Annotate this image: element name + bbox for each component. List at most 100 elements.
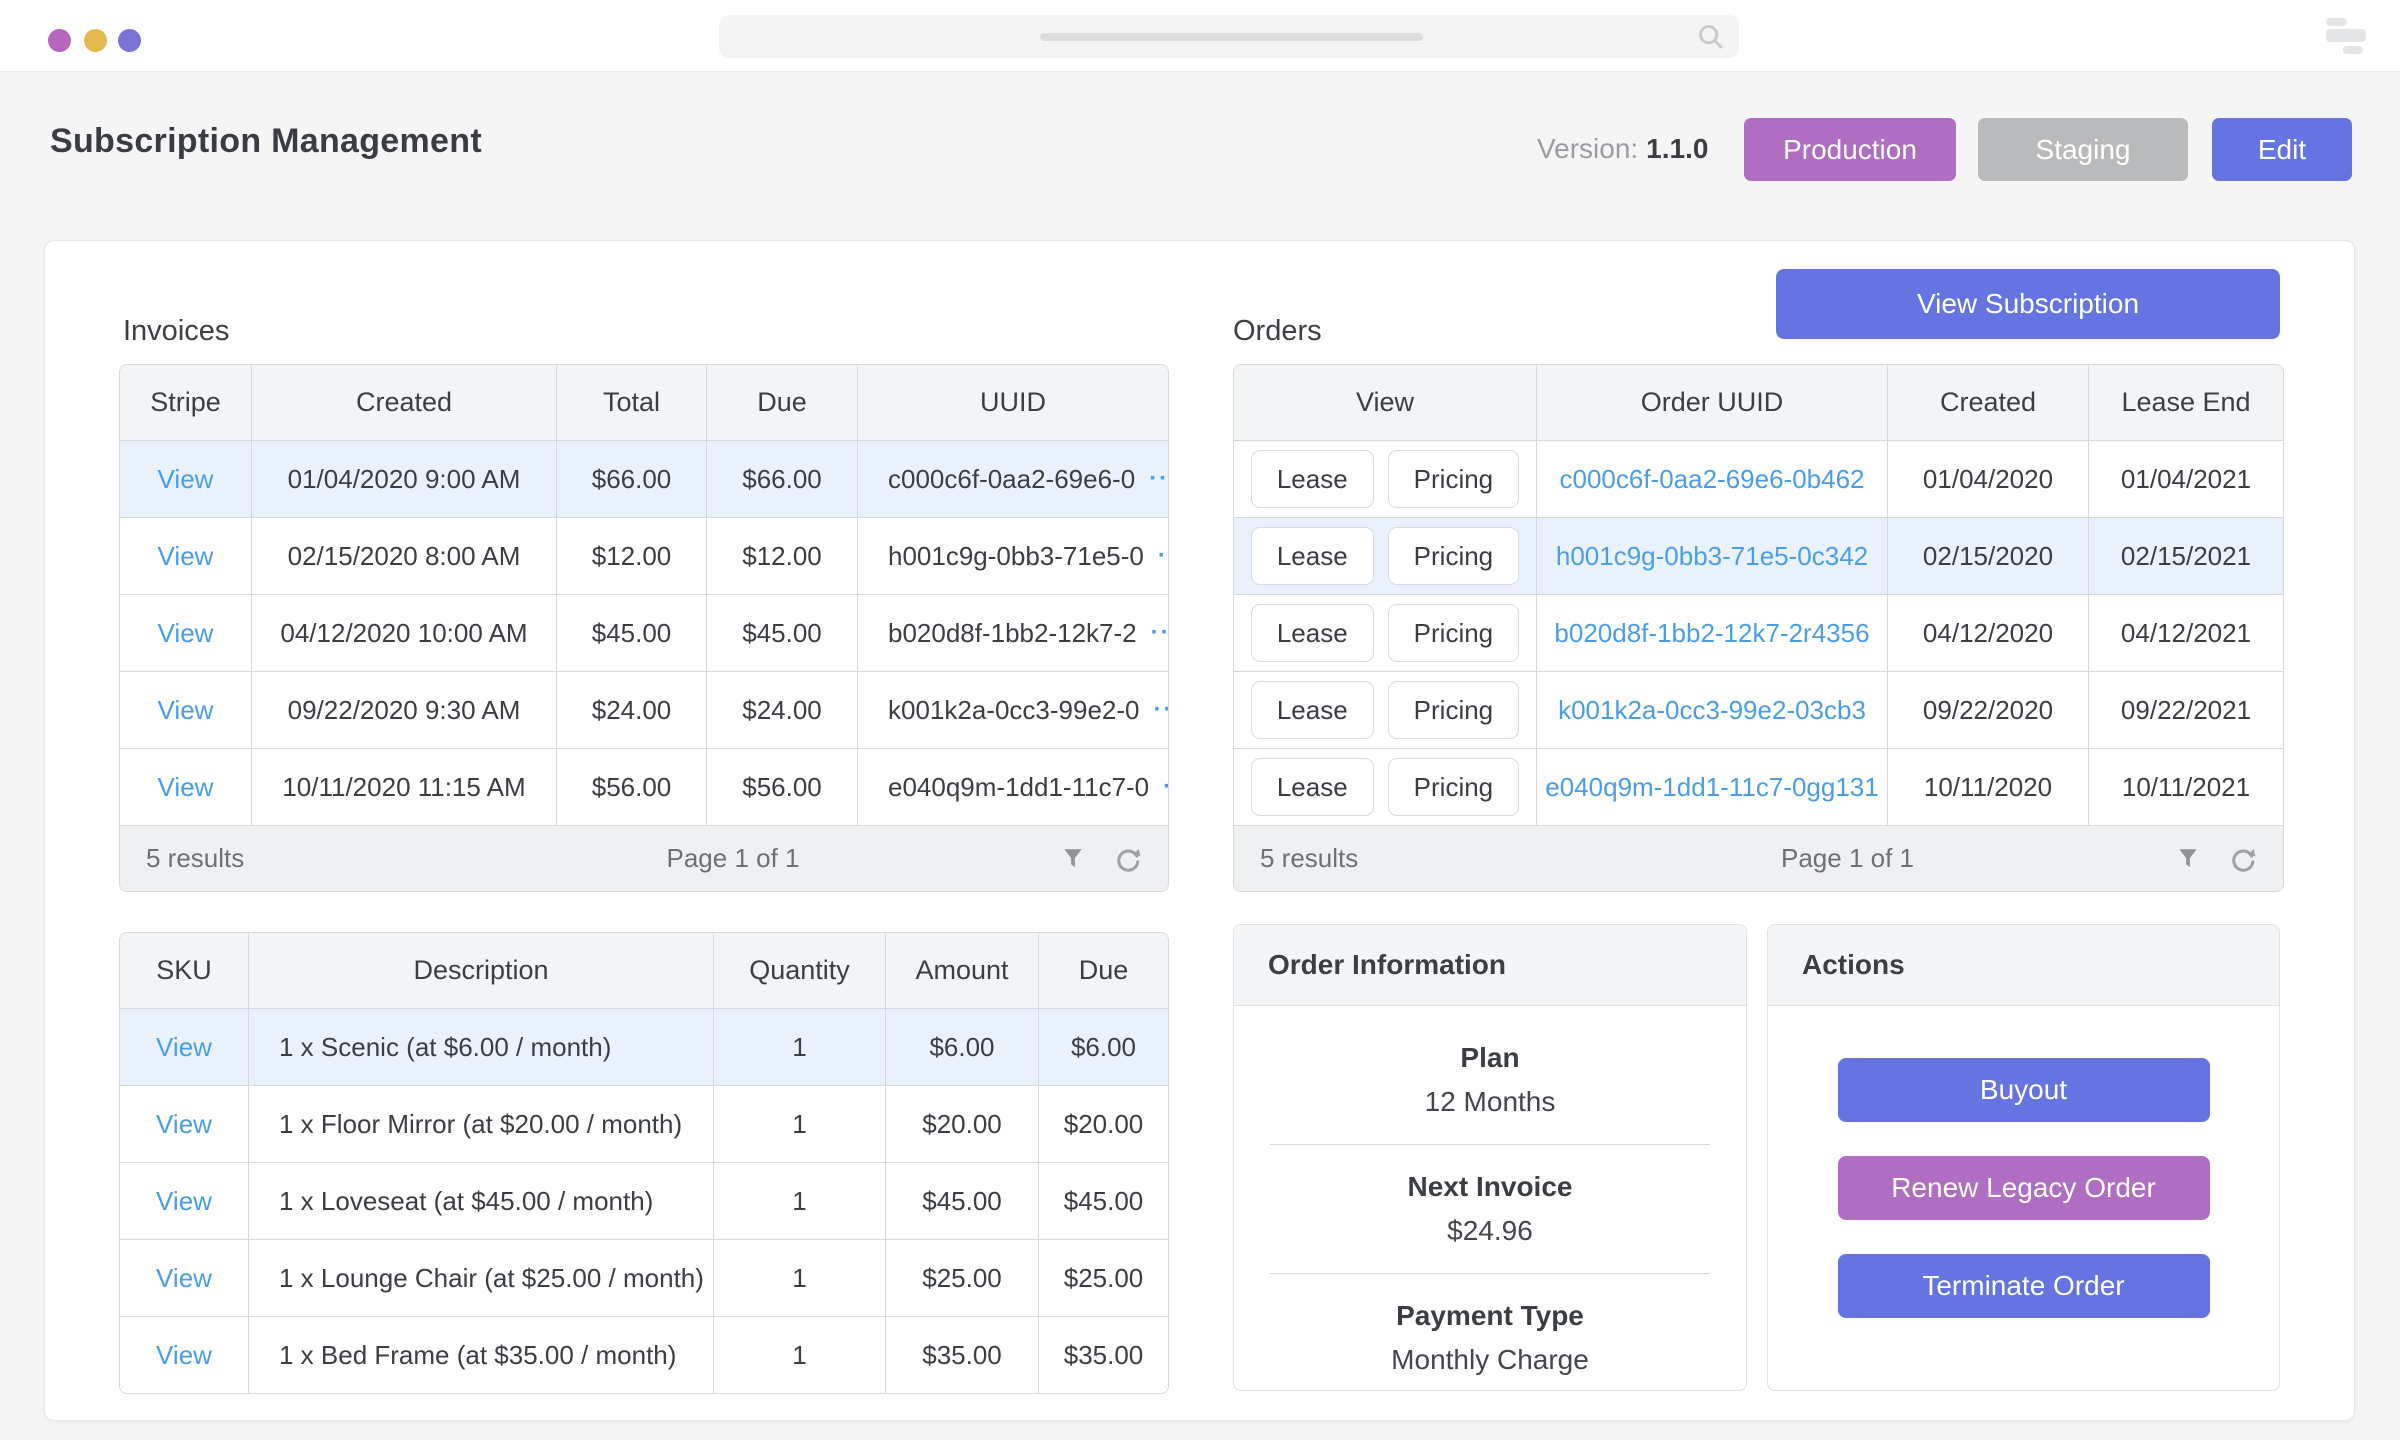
- invoice-due: $12.00: [706, 518, 857, 594]
- sku-view-link[interactable]: View: [156, 1340, 212, 1371]
- line-item-amount: $20.00: [885, 1086, 1038, 1162]
- invoice-row[interactable]: View 10/11/2020 11:15 AM $56.00 $56.00 e…: [120, 748, 1168, 825]
- page-indicator: Page 1 of 1: [406, 843, 1060, 874]
- order-row[interactable]: Lease Pricing c000c6f-0aa2-69e6-0b462 01…: [1234, 440, 2283, 517]
- window-dot-yellow[interactable]: [84, 29, 107, 52]
- edit-button[interactable]: Edit: [2212, 118, 2352, 181]
- order-row[interactable]: Lease Pricing e040q9m-1dd1-11c7-0gg131 1…: [1234, 748, 2283, 825]
- column-header-total: Total: [556, 365, 706, 440]
- invoice-row[interactable]: View 01/04/2020 9:00 AM $66.00 $66.00 c0…: [120, 440, 1168, 517]
- line-item-row[interactable]: View 1 x Loveseat (at $45.00 / month) 1 …: [120, 1162, 1168, 1239]
- invoice-total: $24.00: [556, 672, 706, 748]
- column-header-lease-end: Lease End: [2088, 365, 2283, 440]
- search-icon: [1697, 23, 1725, 56]
- order-uuid-link[interactable]: h001c9g-0bb3-71e5-0c342: [1556, 541, 1868, 572]
- pricing-button[interactable]: Pricing: [1388, 681, 1519, 739]
- orders-table-header: View Order UUID Created Lease End: [1234, 365, 2283, 440]
- window-titlebar: [0, 0, 2400, 72]
- filter-icon[interactable]: [1060, 846, 1086, 872]
- lease-button[interactable]: Lease: [1251, 604, 1374, 662]
- line-item-quantity: 1: [713, 1240, 885, 1316]
- line-item-row[interactable]: View 1 x Floor Mirror (at $20.00 / month…: [120, 1085, 1168, 1162]
- line-item-quantity: 1: [713, 1163, 885, 1239]
- lease-button[interactable]: Lease: [1251, 758, 1374, 816]
- order-row[interactable]: Lease Pricing b020d8f-1bb2-12k7-2r4356 0…: [1234, 594, 2283, 671]
- order-uuid-link[interactable]: e040q9m-1dd1-11c7-0gg131: [1545, 772, 1878, 803]
- ellipsis-more-icon[interactable]: ···: [1163, 773, 1168, 801]
- filter-icon[interactable]: [2175, 846, 2201, 872]
- main-card: Invoices Orders View Subscription Stripe…: [44, 240, 2355, 1421]
- sku-view-link[interactable]: View: [156, 1186, 212, 1217]
- pricing-button[interactable]: Pricing: [1388, 758, 1519, 816]
- line-item-row[interactable]: View 1 x Scenic (at $6.00 / month) 1 $6.…: [120, 1008, 1168, 1085]
- divider: [1270, 1273, 1710, 1274]
- payment-type-value: Monthly Charge: [1391, 1344, 1589, 1376]
- order-uuid-link[interactable]: k001k2a-0cc3-99e2-03cb3: [1558, 695, 1866, 726]
- invoice-total: $12.00: [556, 518, 706, 594]
- search-input[interactable]: [719, 15, 1739, 58]
- order-row[interactable]: Lease Pricing k001k2a-0cc3-99e2-03cb3 09…: [1234, 671, 2283, 748]
- plan-label: Plan: [1460, 1042, 1519, 1074]
- ellipsis-more-icon[interactable]: ···: [1154, 696, 1169, 724]
- invoice-uuid: c000c6f-0aa2-69e6-0: [888, 464, 1135, 495]
- renew-legacy-order-button[interactable]: Renew Legacy Order: [1838, 1156, 2210, 1220]
- terminate-order-button[interactable]: Terminate Order: [1838, 1254, 2210, 1318]
- invoice-view-link[interactable]: View: [158, 772, 214, 803]
- order-row[interactable]: Lease Pricing h001c9g-0bb3-71e5-0c342 02…: [1234, 517, 2283, 594]
- plan-value: 12 Months: [1425, 1086, 1556, 1118]
- next-invoice-value: $24.96: [1447, 1215, 1533, 1247]
- ellipsis-more-icon[interactable]: ···: [1158, 542, 1168, 570]
- column-header-due: Due: [1038, 933, 1168, 1008]
- payment-type-label: Payment Type: [1396, 1300, 1584, 1332]
- ellipsis-more-icon[interactable]: ···: [1151, 619, 1168, 647]
- lease-button[interactable]: Lease: [1251, 527, 1374, 585]
- production-button[interactable]: Production: [1744, 118, 1956, 181]
- line-item-row[interactable]: View 1 x Lounge Chair (at $25.00 / month…: [120, 1239, 1168, 1316]
- invoice-row[interactable]: View 09/22/2020 9:30 AM $24.00 $24.00 k0…: [120, 671, 1168, 748]
- invoice-view-link[interactable]: View: [158, 695, 214, 726]
- invoice-created: 10/11/2020 11:15 AM: [251, 749, 556, 825]
- order-created: 04/12/2020: [1887, 595, 2088, 671]
- view-subscription-button[interactable]: View Subscription: [1776, 269, 2280, 339]
- page-title: Subscription Management: [50, 122, 482, 161]
- ellipsis-more-icon[interactable]: ···: [1149, 465, 1168, 493]
- column-header-due: Due: [706, 365, 857, 440]
- invoice-view-link[interactable]: View: [158, 618, 214, 649]
- line-item-description: 1 x Loveseat (at $45.00 / month): [248, 1163, 713, 1239]
- order-uuid-link[interactable]: c000c6f-0aa2-69e6-0b462: [1559, 464, 1864, 495]
- order-lease-end: 04/12/2021: [2088, 595, 2283, 671]
- order-lease-end: 09/22/2021: [2088, 672, 2283, 748]
- invoice-created: 02/15/2020 8:00 AM: [251, 518, 556, 594]
- invoice-row[interactable]: View 04/12/2020 10:00 AM $45.00 $45.00 b…: [120, 594, 1168, 671]
- buyout-button[interactable]: Buyout: [1838, 1058, 2210, 1122]
- line-item-quantity: 1: [713, 1009, 885, 1085]
- order-uuid-link[interactable]: b020d8f-1bb2-12k7-2r4356: [1554, 618, 1869, 649]
- invoice-uuid: e040q9m-1dd1-11c7-0: [888, 772, 1149, 803]
- window-dot-purple[interactable]: [48, 29, 71, 52]
- lease-button[interactable]: Lease: [1251, 681, 1374, 739]
- sku-view-link[interactable]: View: [156, 1263, 212, 1294]
- app-menu-icon[interactable]: [2326, 18, 2368, 56]
- column-header-created: Created: [1887, 365, 2088, 440]
- order-lease-end: 10/11/2021: [2088, 749, 2283, 825]
- search-placeholder-bar: [1040, 33, 1423, 41]
- pricing-button[interactable]: Pricing: [1388, 604, 1519, 662]
- line-item-due: $6.00: [1038, 1009, 1168, 1085]
- refresh-icon[interactable]: [2229, 845, 2257, 873]
- window-dot-indigo[interactable]: [118, 29, 141, 52]
- column-header-amount: Amount: [885, 933, 1038, 1008]
- invoice-row[interactable]: View 02/15/2020 8:00 AM $12.00 $12.00 h0…: [120, 517, 1168, 594]
- pricing-button[interactable]: Pricing: [1388, 450, 1519, 508]
- line-item-description: 1 x Scenic (at $6.00 / month): [248, 1009, 713, 1085]
- invoice-view-link[interactable]: View: [158, 541, 214, 572]
- pricing-button[interactable]: Pricing: [1388, 527, 1519, 585]
- staging-button[interactable]: Staging: [1978, 118, 2188, 181]
- lease-button[interactable]: Lease: [1251, 450, 1374, 508]
- line-item-row[interactable]: View 1 x Bed Frame (at $35.00 / month) 1…: [120, 1316, 1168, 1393]
- invoices-section-label: Invoices: [123, 315, 229, 348]
- sku-view-link[interactable]: View: [156, 1109, 212, 1140]
- sku-view-link[interactable]: View: [156, 1032, 212, 1063]
- refresh-icon[interactable]: [1114, 845, 1142, 873]
- order-created: 02/15/2020: [1887, 518, 2088, 594]
- invoice-view-link[interactable]: View: [158, 464, 214, 495]
